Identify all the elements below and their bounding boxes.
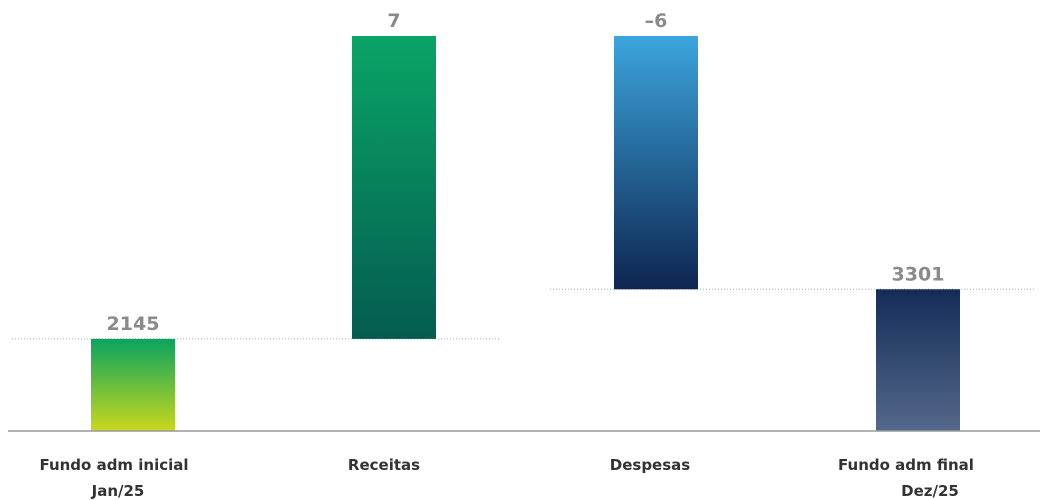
category-label-fundo-adm-inicial: Fundo adm inicial	[39, 456, 188, 474]
value-label-despesas: –6	[645, 10, 668, 32]
bar-despesas	[614, 36, 698, 290]
category-label-dez25: Dez/25	[901, 482, 959, 500]
value-label-receitas: 7	[387, 10, 400, 32]
bar-fundo-adm-inicial	[91, 338, 175, 431]
category-label-despesas: Despesas	[610, 456, 691, 474]
category-label-jan25: Jan/25	[91, 482, 145, 500]
bar-fundo-adm-final	[876, 289, 960, 431]
category-label-fundo-adm-final: Fundo adm final	[838, 456, 974, 474]
value-label-fundo-adm-final: 3301	[892, 263, 945, 285]
category-label-receitas: Receitas	[348, 456, 420, 474]
bar-receitas	[352, 36, 436, 339]
value-label-fundo-adm-inicial: 2145	[107, 313, 160, 335]
